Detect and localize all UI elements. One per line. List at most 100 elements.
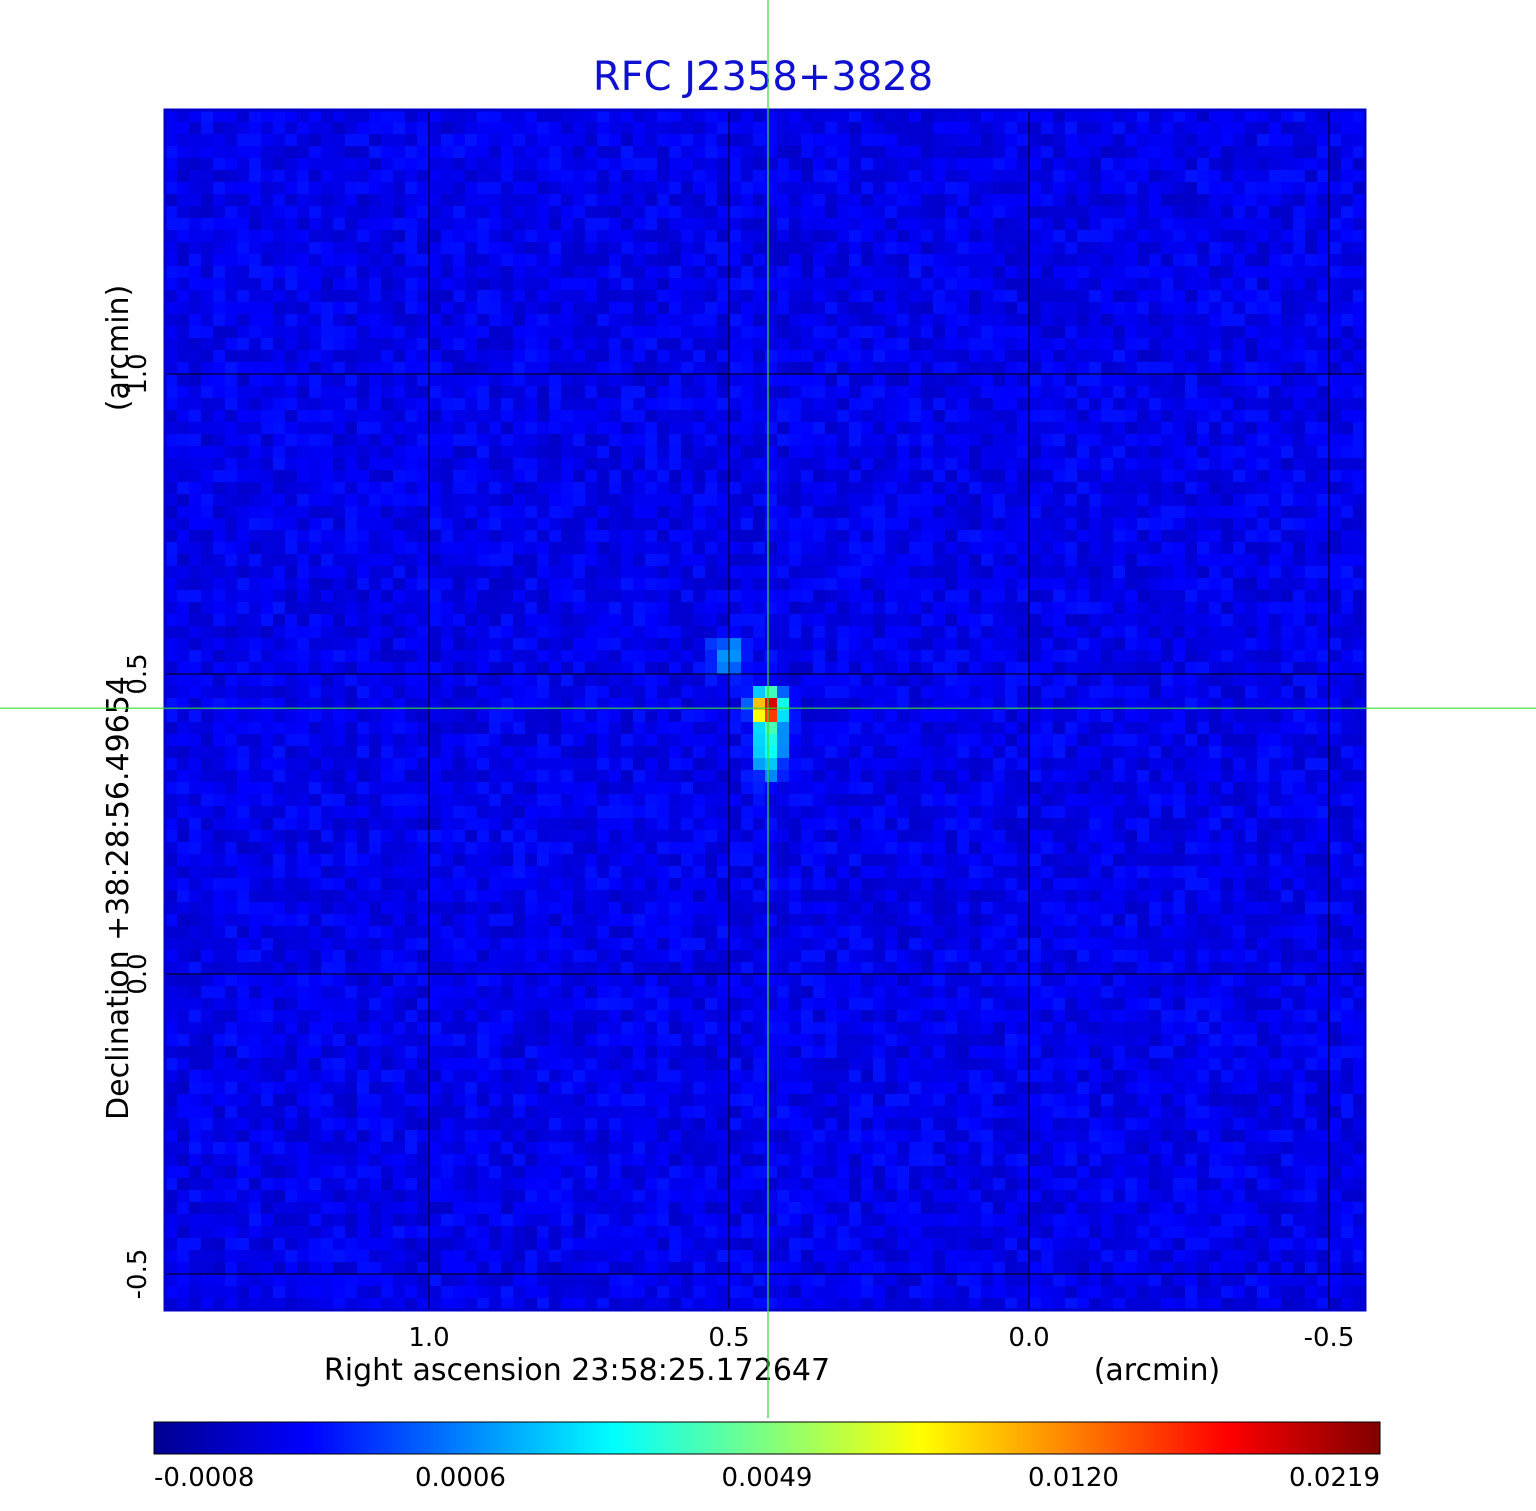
image-pixel xyxy=(873,458,886,471)
image-pixel xyxy=(1137,338,1150,351)
image-pixel xyxy=(801,566,814,579)
image-pixel xyxy=(1233,290,1246,303)
image-pixel xyxy=(177,446,190,459)
image-pixel xyxy=(705,314,718,327)
image-pixel xyxy=(297,290,310,303)
image-pixel xyxy=(1041,698,1054,711)
image-pixel xyxy=(1281,602,1294,615)
image-pixel xyxy=(837,578,850,591)
image-pixel xyxy=(309,218,322,231)
image-pixel xyxy=(513,302,526,315)
image-pixel xyxy=(1197,602,1210,615)
image-pixel xyxy=(177,434,190,447)
image-pixel xyxy=(993,686,1006,699)
image-pixel xyxy=(273,374,286,387)
image-pixel xyxy=(1089,542,1102,555)
image-pixel xyxy=(669,674,682,687)
image-pixel xyxy=(813,266,826,279)
image-pixel xyxy=(1053,626,1066,639)
image-pixel xyxy=(825,698,838,711)
image-pixel xyxy=(561,614,574,627)
image-pixel xyxy=(1305,446,1318,459)
image-pixel xyxy=(1173,518,1186,531)
image-pixel xyxy=(573,626,586,639)
image-pixel xyxy=(1245,254,1258,267)
image-pixel xyxy=(1173,626,1186,639)
image-pixel xyxy=(789,422,802,435)
image-pixel xyxy=(1029,134,1042,147)
image-pixel xyxy=(1089,194,1102,207)
image-pixel xyxy=(705,614,718,627)
image-pixel xyxy=(909,422,922,435)
image-pixel xyxy=(729,170,742,183)
image-pixel xyxy=(405,650,418,663)
image-pixel xyxy=(717,698,730,711)
image-pixel xyxy=(477,590,490,603)
image-pixel xyxy=(261,482,274,495)
image-pixel xyxy=(1077,338,1090,351)
image-pixel xyxy=(873,122,886,135)
image-pixel xyxy=(933,434,946,447)
image-pixel xyxy=(189,158,202,171)
image-pixel xyxy=(633,662,646,675)
image-pixel xyxy=(993,542,1006,555)
image-pixel xyxy=(309,374,322,387)
image-pixel xyxy=(609,182,622,195)
image-pixel xyxy=(597,410,610,423)
image-pixel xyxy=(573,638,586,651)
image-pixel xyxy=(309,626,322,639)
image-pixel xyxy=(261,386,274,399)
image-pixel xyxy=(993,194,1006,207)
image-pixel xyxy=(909,698,922,711)
image-pixel xyxy=(1353,674,1366,687)
image-pixel xyxy=(489,158,502,171)
image-pixel xyxy=(405,542,418,555)
image-pixel xyxy=(1197,422,1210,435)
image-pixel xyxy=(633,182,646,195)
image-pixel xyxy=(1209,626,1222,639)
image-pixel xyxy=(789,554,802,567)
image-pixel xyxy=(1305,410,1318,423)
image-pixel xyxy=(885,242,898,255)
image-pixel xyxy=(1161,578,1174,591)
image-pixel xyxy=(1353,386,1366,399)
image-pixel xyxy=(297,278,310,291)
image-pixel xyxy=(933,602,946,615)
image-pixel xyxy=(753,650,766,663)
image-pixel xyxy=(297,314,310,327)
image-pixel xyxy=(921,158,934,171)
image-pixel xyxy=(1041,602,1054,615)
image-pixel xyxy=(441,554,454,567)
image-pixel xyxy=(777,290,790,303)
image-pixel xyxy=(1149,350,1162,363)
image-pixel xyxy=(945,170,958,183)
image-pixel xyxy=(585,278,598,291)
image-pixel xyxy=(897,470,910,483)
image-pixel xyxy=(777,350,790,363)
image-pixel xyxy=(873,314,886,327)
image-pixel xyxy=(597,338,610,351)
image-pixel xyxy=(285,278,298,291)
image-pixel xyxy=(1077,386,1090,399)
image-pixel xyxy=(1077,614,1090,627)
image-pixel xyxy=(873,422,886,435)
image-pixel xyxy=(393,566,406,579)
image-pixel xyxy=(681,182,694,195)
image-pixel xyxy=(1341,410,1354,423)
image-pixel xyxy=(1053,578,1066,591)
image-pixel xyxy=(1221,494,1234,507)
image-pixel xyxy=(945,698,958,711)
image-pixel xyxy=(1221,602,1234,615)
image-pixel xyxy=(849,350,862,363)
image-pixel xyxy=(1113,470,1126,483)
image-pixel xyxy=(585,374,598,387)
image-pixel xyxy=(621,566,634,579)
image-pixel xyxy=(801,338,814,351)
image-pixel xyxy=(441,158,454,171)
image-pixel xyxy=(969,314,982,327)
image-pixel xyxy=(645,614,658,627)
image-pixel xyxy=(1233,206,1246,219)
image-pixel xyxy=(249,638,262,651)
image-pixel xyxy=(1029,254,1042,267)
image-pixel xyxy=(705,230,718,243)
